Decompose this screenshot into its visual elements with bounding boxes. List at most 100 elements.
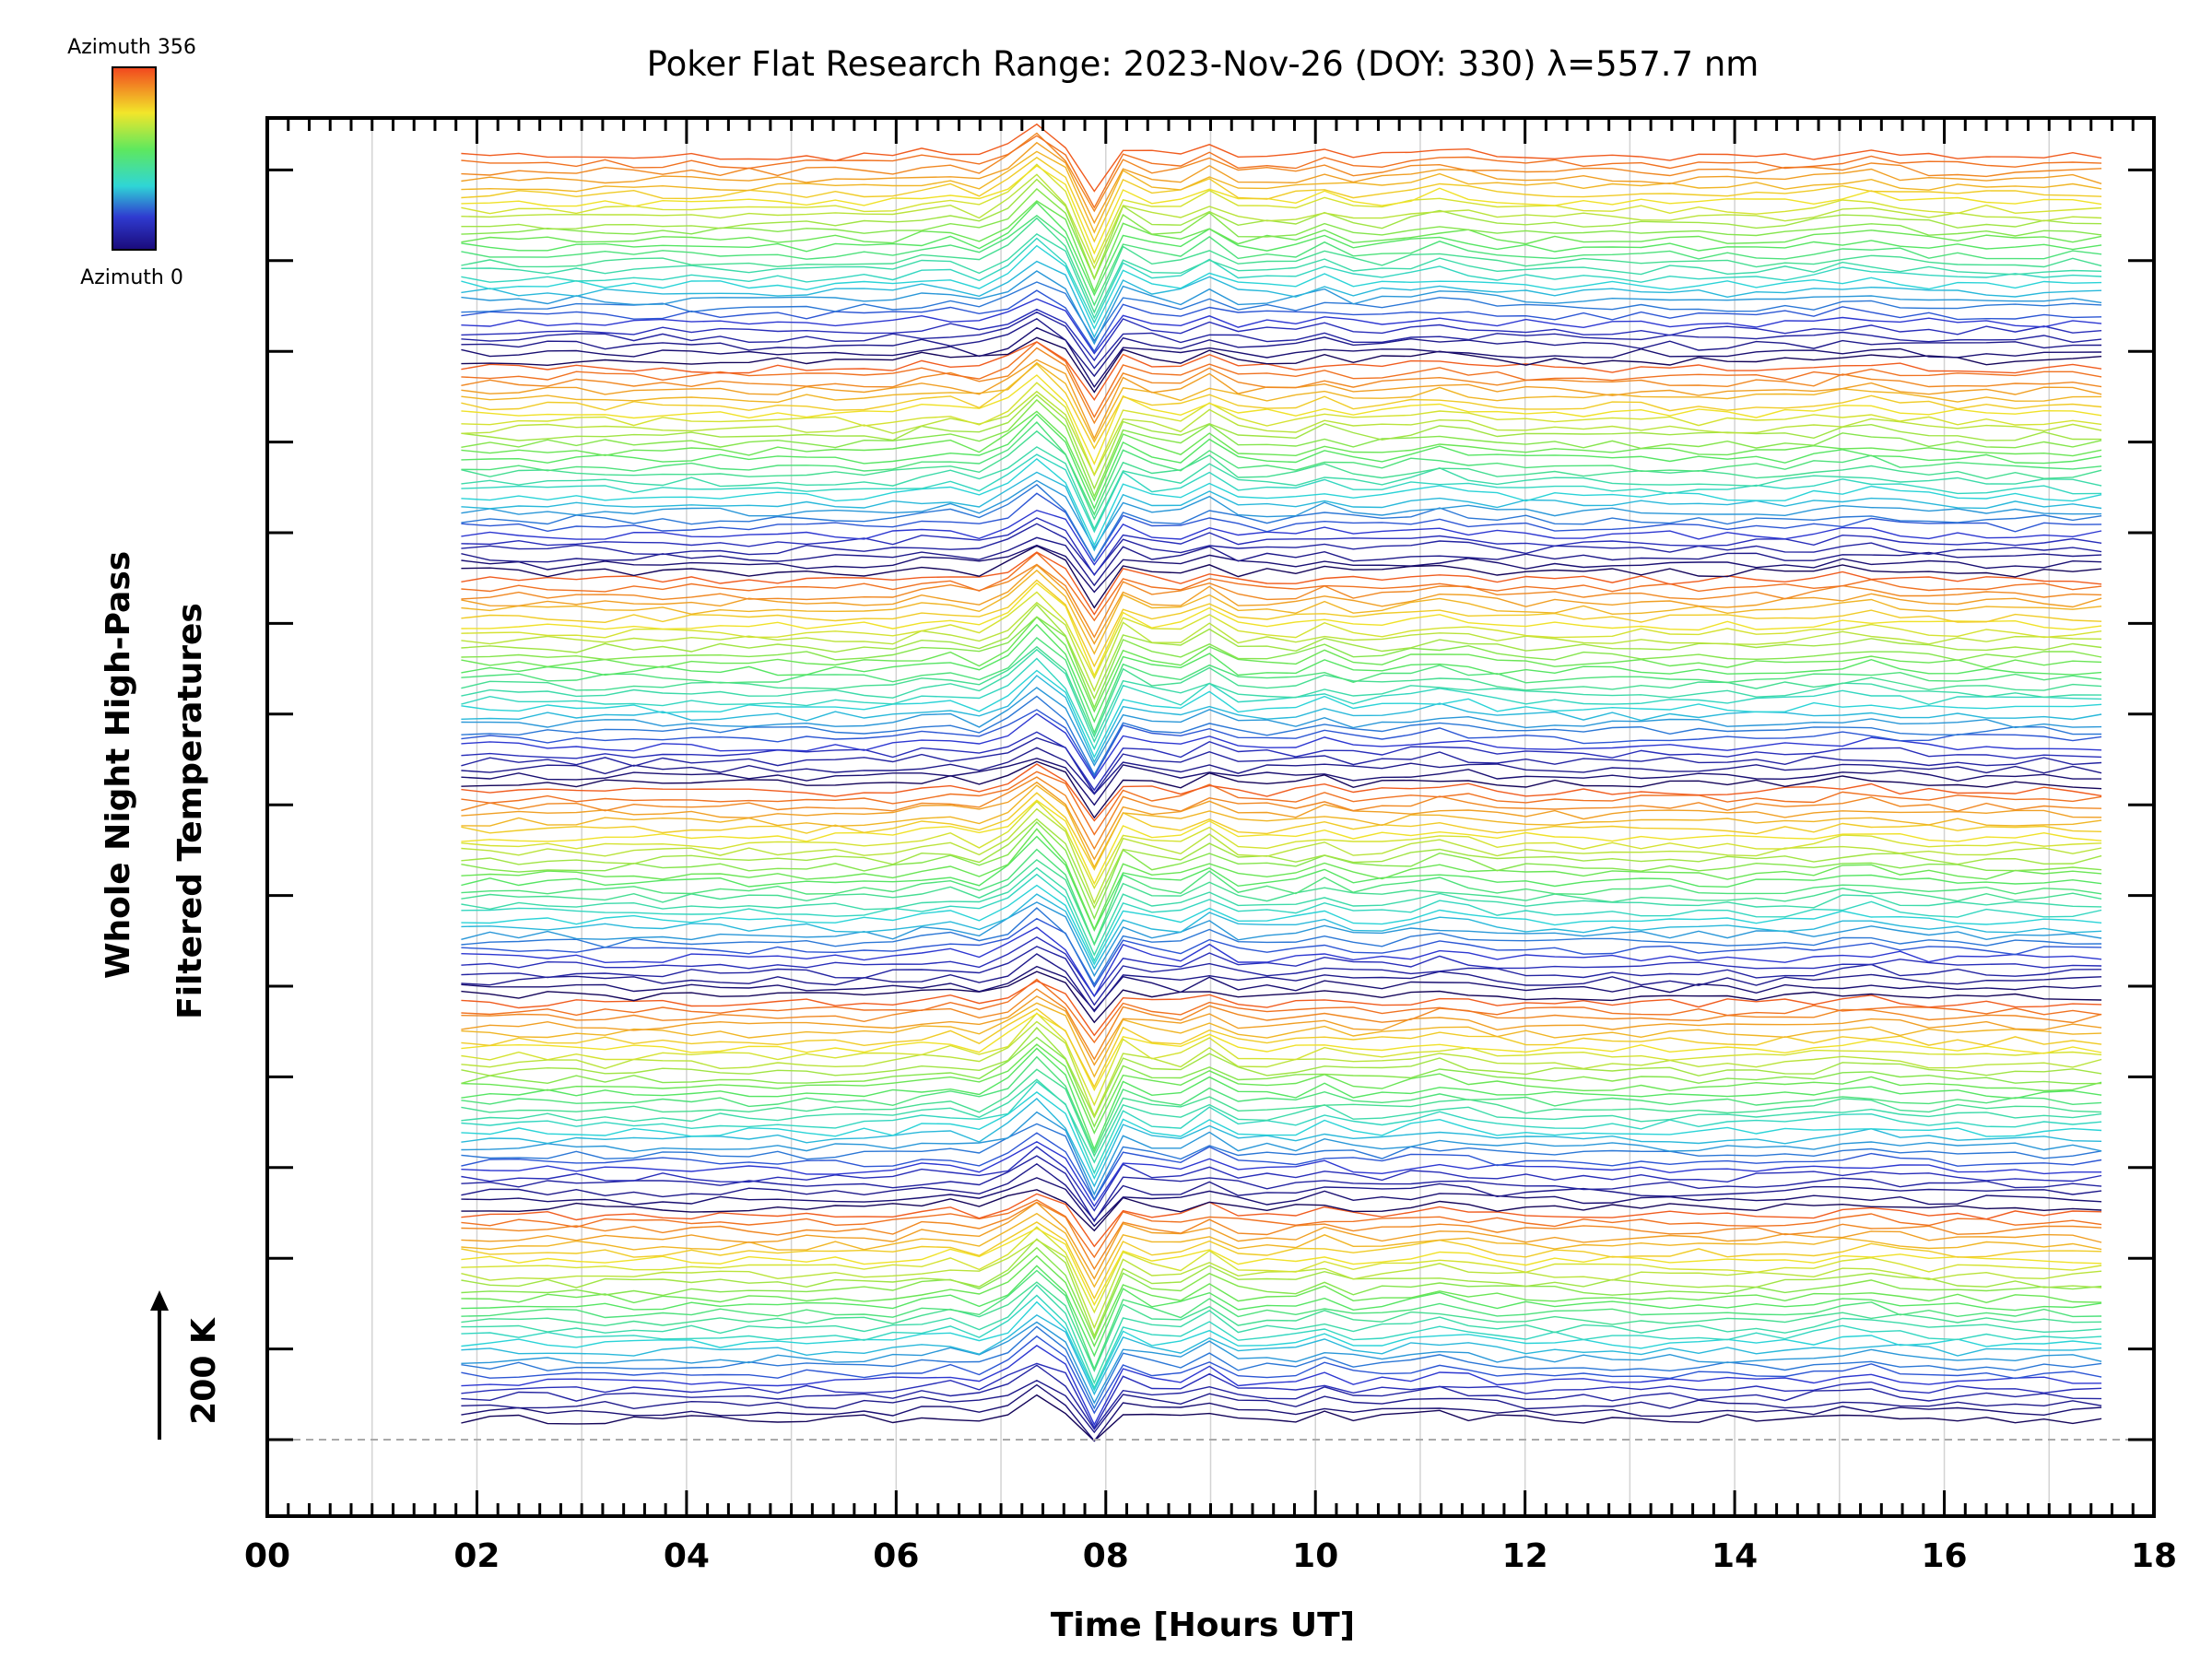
y-axis-label-line2: Filtered Temperatures [171, 603, 209, 1019]
series-line [461, 616, 2102, 713]
series-line [461, 1036, 2102, 1128]
series-line [461, 675, 2102, 764]
series-line [461, 215, 2102, 307]
x-tick-label: 10 [1292, 1537, 1338, 1575]
series-line [461, 807, 2102, 905]
series-line [461, 1313, 2102, 1396]
series-line [461, 483, 2102, 562]
series-line [461, 308, 2102, 362]
series-line [461, 341, 2102, 401]
series-line [461, 471, 2102, 552]
series-line [461, 188, 2102, 281]
series-line [461, 479, 2102, 549]
colorbar [112, 66, 157, 251]
series-line [461, 907, 2102, 986]
series-line [461, 289, 2102, 353]
series-line [461, 1265, 2102, 1358]
series-line [461, 784, 2102, 869]
series-line [461, 509, 2102, 566]
series-line [461, 1221, 2102, 1300]
series-line [461, 601, 2102, 693]
series-line [461, 781, 2102, 861]
series-line [461, 157, 2102, 243]
series-line [461, 978, 2102, 1044]
series-line [461, 1146, 2102, 1212]
series-line [461, 390, 2102, 477]
series-line [461, 1345, 2102, 1427]
series-line [461, 1246, 2102, 1341]
series-line [461, 200, 2102, 294]
series-line [461, 800, 2102, 890]
series-line [461, 917, 2102, 988]
series-line [461, 712, 2102, 780]
series-line [461, 1007, 2102, 1088]
series-line [461, 758, 2102, 806]
scale-label: 200 K [185, 1317, 223, 1425]
series-line [461, 820, 2102, 921]
y-axis-label-line1: Whole Night High-Pass [100, 551, 137, 979]
chart-title: Poker Flat Research Range: 2023-Nov-26 (… [647, 44, 1759, 84]
series-line [461, 173, 2102, 270]
series-line [461, 965, 2102, 1012]
series-line [461, 1364, 2102, 1430]
scale-arrow [150, 1290, 169, 1440]
series-line [461, 1380, 2102, 1434]
series-line [461, 317, 2102, 378]
series-line [461, 1212, 2102, 1288]
series-line [461, 799, 2102, 886]
series-line [461, 859, 2102, 947]
series-line [461, 413, 2102, 511]
series-line [461, 132, 2102, 213]
colorbar-label-top: Azimuth 356 [67, 36, 196, 59]
series-line [461, 776, 2102, 851]
series-line [461, 1012, 2102, 1107]
series-line [461, 1140, 2102, 1207]
series-line [461, 150, 2102, 234]
series-line [461, 763, 2102, 822]
series-line [461, 980, 2102, 1037]
series-line [461, 579, 2102, 668]
series-line [461, 736, 2102, 795]
series-line [461, 828, 2102, 931]
x-tick-label: 08 [1083, 1537, 1129, 1575]
series-line [461, 1394, 2102, 1442]
series-line [461, 398, 2102, 499]
series-line [461, 1098, 2102, 1188]
series-line [461, 946, 2102, 1006]
series-line [461, 1300, 2102, 1392]
series-line [461, 163, 2102, 265]
series-line [461, 394, 2102, 490]
series-line [461, 410, 2102, 502]
series-line [461, 382, 2102, 477]
x-axis-label: Time [Hours UT] [1051, 1606, 1355, 1644]
series-line [461, 374, 2102, 466]
x-tick-label: 04 [664, 1537, 710, 1575]
series-line [461, 1294, 2102, 1390]
series-line [461, 591, 2102, 680]
series-line [461, 1002, 2102, 1078]
series-line [461, 1047, 2102, 1151]
series-line [461, 988, 2102, 1061]
series-lines [461, 123, 2102, 1442]
series-line [461, 135, 2102, 209]
series-line [461, 893, 2102, 971]
series-line [461, 536, 2102, 587]
series-line [461, 1238, 2102, 1338]
x-tick-label: 00 [244, 1537, 290, 1575]
series-line [461, 1383, 2102, 1442]
series-line [461, 429, 2102, 521]
series-line [461, 281, 2102, 343]
series-line [461, 695, 2102, 776]
series-line [461, 492, 2102, 563]
series-line [461, 336, 2102, 394]
x-tick-labels: 00 02 04 06 08 10 12 14 16 18 [244, 1537, 2177, 1575]
series-line [461, 244, 2102, 331]
series-line [461, 1055, 2102, 1154]
x-tick-label: 06 [873, 1537, 919, 1575]
series-line [461, 260, 2102, 339]
series-line [461, 848, 2102, 947]
colorbar-label-bottom: Azimuth 0 [80, 266, 183, 289]
series-line [461, 1335, 2102, 1415]
series-line [461, 926, 2102, 998]
series-line [461, 1080, 2102, 1175]
